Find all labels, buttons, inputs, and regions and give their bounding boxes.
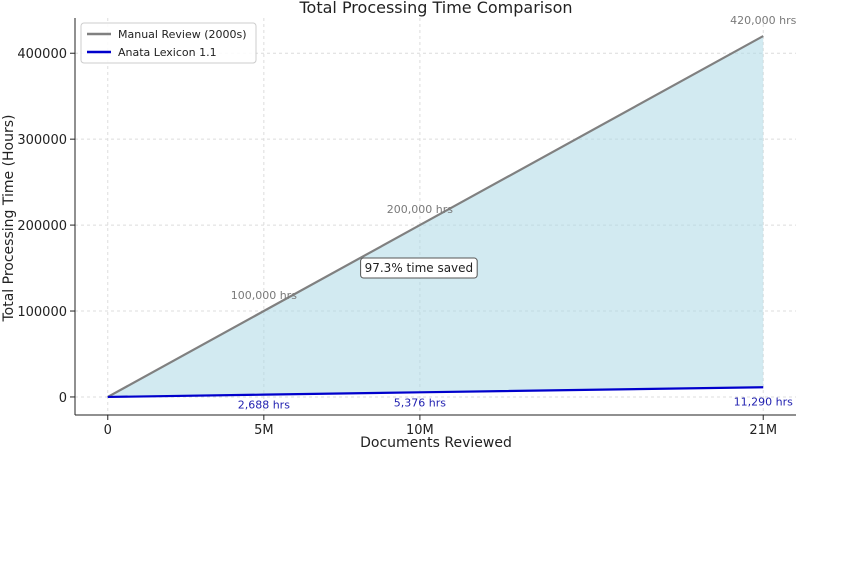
x-tick-label: 0 (104, 423, 112, 438)
series-line-anata-lexicon (107, 386, 764, 399)
y-tick-label: 200000 (17, 219, 67, 234)
axes (70, 18, 796, 420)
data-label: 420,000 hrs (730, 14, 796, 27)
x-axis-label: Documents Reviewed (360, 435, 512, 451)
legend-label-manual: Manual Review (2000s) (118, 28, 247, 41)
legend: Manual Review (2000s) Anata Lexicon 1.1 (80, 22, 257, 64)
data-label: 11,290 hrs (734, 395, 793, 408)
chart-title: Total Processing Time Comparison (298, 0, 572, 17)
callout-box (360, 257, 478, 279)
callout-text: 97.3% time saved (365, 261, 474, 275)
data-label: 5,376 hrs (394, 396, 446, 409)
data-label: 2,688 hrs (238, 399, 290, 412)
tick-labels: 0 5M 10M 21M 0 100000 200000 300000 400000 (17, 47, 777, 438)
y-tick-label: 400000 (17, 47, 67, 62)
annotations: 100,000 hrs 200,000 hrs 420,000 hrs 2,688 h… (231, 14, 797, 412)
x-tick-label: 5M (254, 423, 274, 438)
data-label: 100,000 hrs (231, 289, 297, 302)
data-label: 200,000 hrs (387, 203, 453, 216)
legend-label-anata: Anata Lexicon 1.1 (118, 46, 217, 59)
x-tick-label: 10M (406, 423, 434, 438)
series-lines (107, 35, 764, 399)
y-tick-label: 100000 (17, 305, 67, 320)
y-tick-label: 0 (59, 391, 67, 406)
legend-box (80, 22, 257, 64)
x-tick-label: 21M (749, 423, 777, 438)
time-saved-callout: 97.3% time saved (360, 257, 478, 279)
y-tick-label: 300000 (17, 133, 67, 148)
series-line-manual-review (107, 35, 764, 398)
y-axis-label: Total Processing Time (Hours) (1, 114, 17, 322)
